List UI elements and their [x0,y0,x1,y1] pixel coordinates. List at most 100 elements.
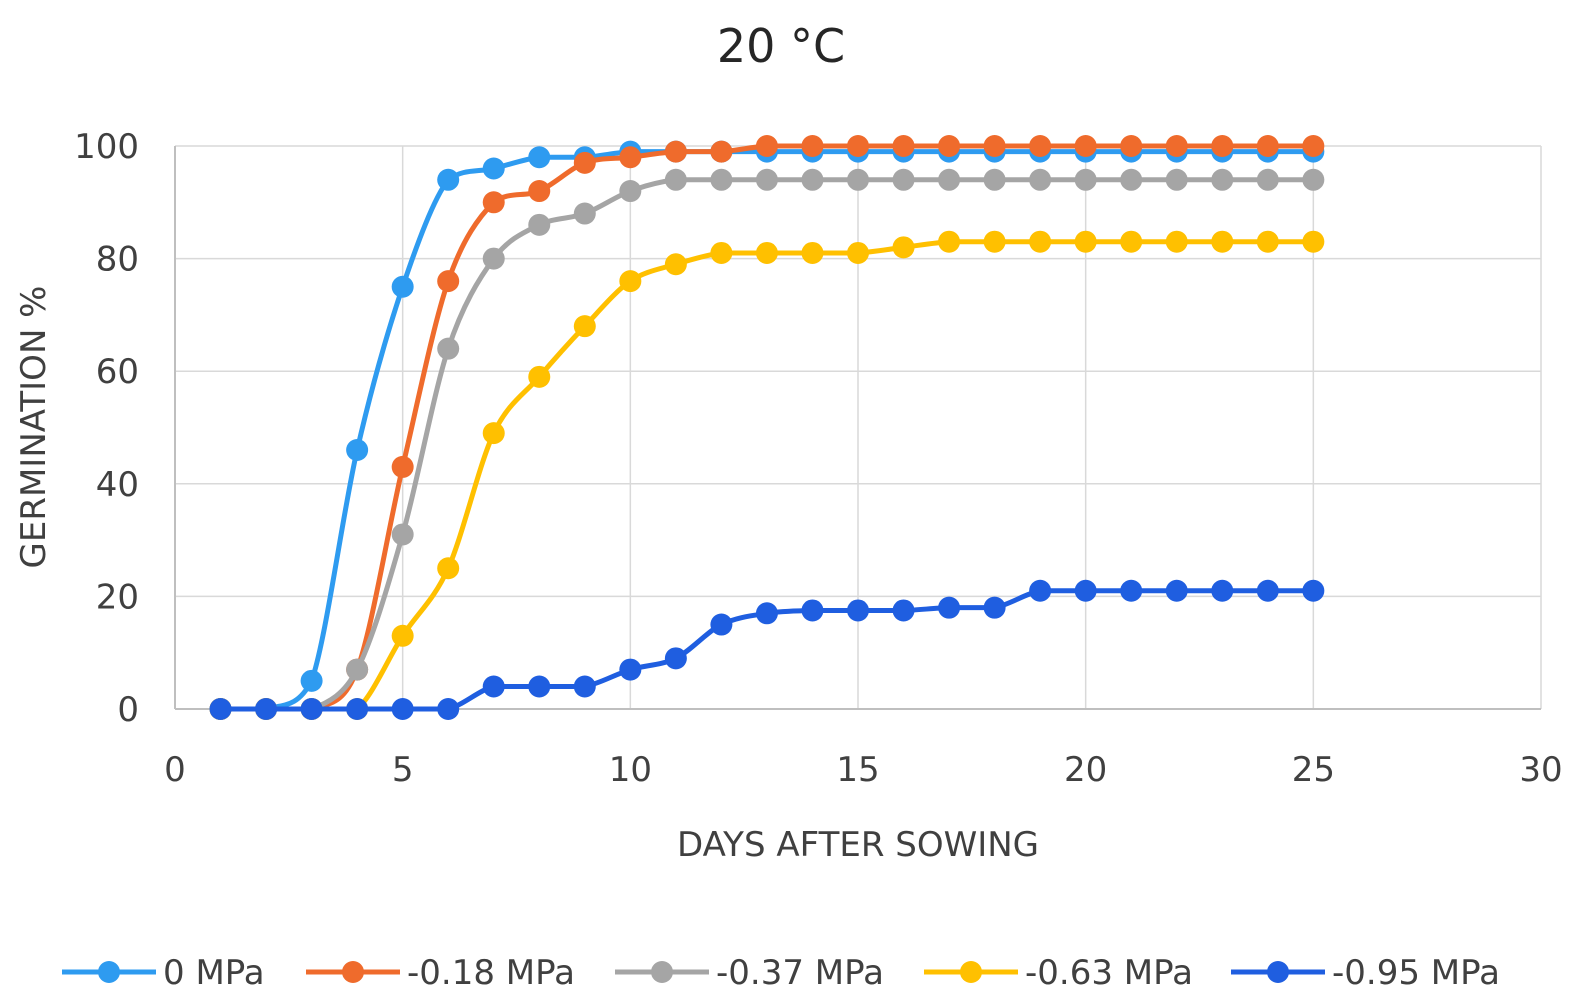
data-point [983,230,1006,253]
data-point [619,146,642,169]
data-point [1302,135,1325,157]
data-point [1256,230,1279,253]
x-tick-label: 20 [1064,750,1107,790]
data-point [573,151,596,174]
data-point [391,275,414,298]
legend-item: -0.18 MPa [306,953,575,993]
legend-label: 0 MPa [163,953,265,993]
gridlines [175,145,1542,709]
data-point [300,698,323,720]
x-tick-label: 10 [609,750,652,790]
data-point [482,191,505,214]
data-point [1211,230,1234,253]
data-point [847,599,869,622]
legend-label: -0.63 MPa [1025,953,1193,993]
data-point [346,658,369,681]
series-0-63-MPa [209,230,1325,720]
x-tick-label: 30 [1519,750,1562,790]
data-point [847,168,869,191]
data-point [528,365,551,388]
data-point [801,168,824,191]
data-point [1074,230,1097,253]
data-point [664,253,687,276]
series-0-37-MPa [209,168,1325,720]
legend-item: -0.63 MPa [924,953,1193,993]
data-point [391,698,414,720]
data-point [1302,230,1325,253]
data-point [664,647,687,670]
data-point [801,241,824,264]
data-point [755,241,778,264]
data-point [983,596,1006,619]
data-point [892,599,915,622]
data-point [1029,230,1052,253]
data-point [1256,135,1279,157]
data-point [1302,579,1325,602]
data-point [710,168,733,191]
series-lines [209,135,1325,720]
legend-item: -0.95 MPa [1231,953,1500,993]
data-point [1256,168,1279,191]
legend-marker [1267,961,1289,983]
data-point [437,270,460,293]
data-point [437,557,460,580]
legend-marker [342,961,364,983]
legend: 0 MPa -0.18 MPa -0.37 MPa -0.63 MPa -0.95 MP… [62,953,1500,993]
data-point [300,669,323,692]
data-point [482,157,505,180]
data-point [619,658,642,681]
data-point [1074,579,1097,602]
series-0-18-MPa [209,135,1325,720]
y-tick-label: 80 [96,240,139,280]
x-axis-label: DAYS AFTER SOWING [677,825,1039,865]
legend-marker [651,961,673,983]
data-point [892,236,915,259]
data-point [664,140,687,163]
data-point [573,202,596,225]
data-point [482,247,505,270]
data-point [892,135,915,157]
data-point [573,675,596,698]
x-tick-label: 5 [392,750,414,790]
data-point [710,613,733,636]
data-point [801,135,824,157]
data-point [346,439,369,462]
legend-marker [960,961,982,983]
data-point [1029,579,1052,602]
data-point [528,675,551,698]
series-line [218,239,1316,712]
data-point [619,270,642,293]
legend-label: -0.95 MPa [1332,953,1500,993]
y-tick-label: 40 [96,465,139,505]
data-point [1120,230,1143,253]
data-point [255,698,278,720]
data-point [847,135,869,157]
data-point [1165,168,1188,191]
data-point [1074,168,1097,191]
data-point [1074,135,1097,157]
series-line [218,143,1316,712]
data-point [528,213,551,236]
data-point [801,599,824,622]
series-0-MPa [209,140,1325,720]
data-point [1256,579,1279,602]
y-tick-label: 60 [96,352,139,392]
y-tick-label: 0 [117,690,139,730]
data-point [1029,168,1052,191]
x-tick-label: 15 [836,750,879,790]
data-point [1120,135,1143,157]
y-tick-label: 100 [74,127,139,167]
data-point [346,698,369,720]
legend-marker [98,961,120,983]
data-point [1211,579,1234,602]
data-point [391,523,414,546]
data-point [892,168,915,191]
x-tick-label: 25 [1292,750,1335,790]
data-point [619,180,642,203]
legend-item: 0 MPa [62,953,265,993]
data-point [482,675,505,698]
data-point [938,135,961,157]
data-point [1120,579,1143,602]
legend-label: -0.18 MPa [407,953,575,993]
